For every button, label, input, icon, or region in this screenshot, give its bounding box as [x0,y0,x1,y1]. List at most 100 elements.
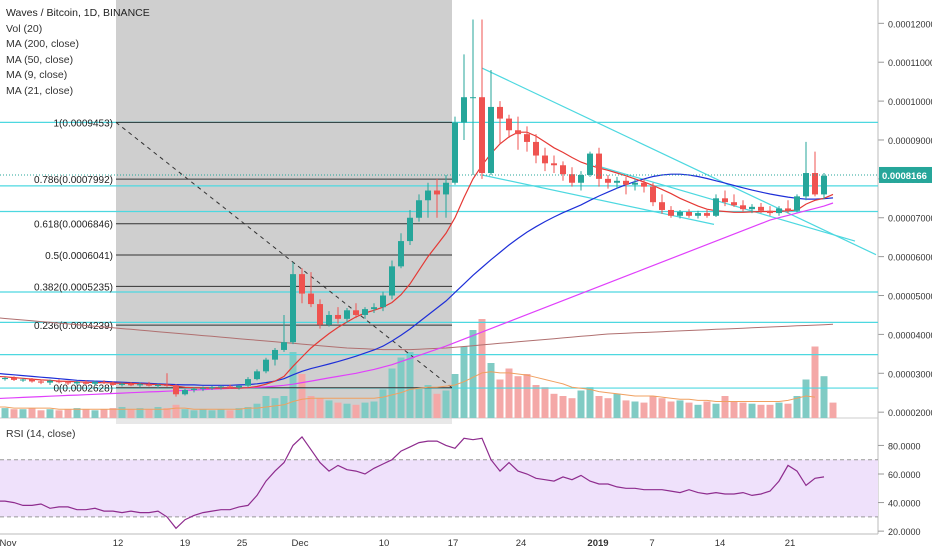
volume-bar [370,401,378,418]
candle-body [281,342,287,350]
candle-body [668,209,674,216]
volume-bar [685,402,693,418]
volume-bar [172,404,180,418]
candle-body [641,182,647,187]
channel-upper-line [481,67,877,256]
ma50-line [0,173,834,386]
ma9-line [0,131,834,389]
candle-body [803,173,809,197]
candle-body [443,182,449,195]
volume-bar [289,352,297,418]
candle-body [407,217,413,242]
volume-bar [352,404,360,418]
volume-bar [226,410,234,418]
fib-level-label: 0.236(0.0004239) [34,321,113,332]
volume-bar [784,403,792,418]
price-tick-label: 0.00011000 [888,58,932,68]
candle-body [83,381,89,384]
volume-bar [595,396,603,418]
fib-level-label: 1(0.0009453) [54,118,114,129]
volume-bar [10,409,18,418]
channel-lower-line [481,174,715,225]
volume-bar [253,403,261,418]
volume-bar [820,376,828,418]
x-axis-label: 14 [715,538,726,549]
volume-ma-line [0,371,816,410]
legend-volume: Vol (20) [6,22,43,35]
rsi-tick-label: 20.0000 [888,527,921,537]
candle-body [389,266,395,296]
volume-bar [478,319,486,418]
legend-ma50: MA (50, close) [6,53,74,66]
volume-bar [334,402,342,418]
volume-bar [676,400,684,418]
candle-body [416,200,422,218]
fib-level-label: 0.786(0.0007992) [34,175,113,186]
candle-body [326,314,332,325]
volume-bar [406,352,414,418]
candle-body [614,180,620,183]
candle-body [506,118,512,131]
candle-body [47,380,53,383]
fib-level-label: 0(0.0002628) [54,384,114,395]
volume-bar [19,409,27,418]
volume-bar [73,408,81,418]
candle-body [362,309,368,315]
candle-body [272,349,278,360]
volume-bar [658,398,666,418]
volume-bar [91,410,99,418]
candle-body [722,198,728,203]
candle-body [749,206,755,210]
volume-bar [64,409,72,418]
candle-body [758,206,764,211]
volume-bar [388,368,396,418]
volume-bar [271,398,279,418]
candle-body [587,153,593,175]
volume-bar [100,409,108,418]
date-range-shading [116,0,452,418]
candle-body [677,211,683,216]
legend-ma9: MA (9, close) [6,69,68,81]
volume-bar [514,376,522,418]
volume-bar [739,402,747,418]
volume-bar [757,404,765,418]
candle-body [74,381,80,384]
volume-bar [775,402,783,418]
candle-body [470,97,476,99]
candle-body [245,379,251,386]
price-tick-label: 0.00005000 [888,292,932,302]
volume-bar [505,368,513,418]
x-axis-label: 21 [785,538,796,549]
candle-body [371,307,377,310]
volume-bar [577,390,585,418]
candle-body [650,186,656,203]
candle-body [560,165,566,175]
candle-body [605,178,611,183]
date-range-shading-gap [116,418,452,424]
candle-body [461,97,467,123]
candle-body [731,202,737,206]
candle-body [623,180,629,185]
volume-bar [649,396,657,418]
volume-bar [604,398,612,418]
volume-bar [451,374,459,418]
x-axis-label: 24 [516,538,527,549]
candle-body [200,388,206,390]
price-tick-label: 0.00010000 [888,97,932,107]
candle-body [263,359,269,372]
candle-body [686,211,692,216]
candle-body [353,310,359,315]
candle-body [155,384,161,386]
volume-bar [721,396,729,418]
candle-body [488,106,494,174]
candle-body [398,241,404,267]
volume-bar [460,346,468,418]
current-price-label: 0.0008166 [882,171,927,182]
chart-title: Waves / Bitcoin, 1D, BINANCE [6,7,150,19]
volume-bar [325,400,333,418]
x-axis-label: 17 [448,538,459,549]
volume-bar [208,410,216,418]
current-price-badge [879,166,932,183]
legend-ma21: MA (21, close) [6,84,74,97]
